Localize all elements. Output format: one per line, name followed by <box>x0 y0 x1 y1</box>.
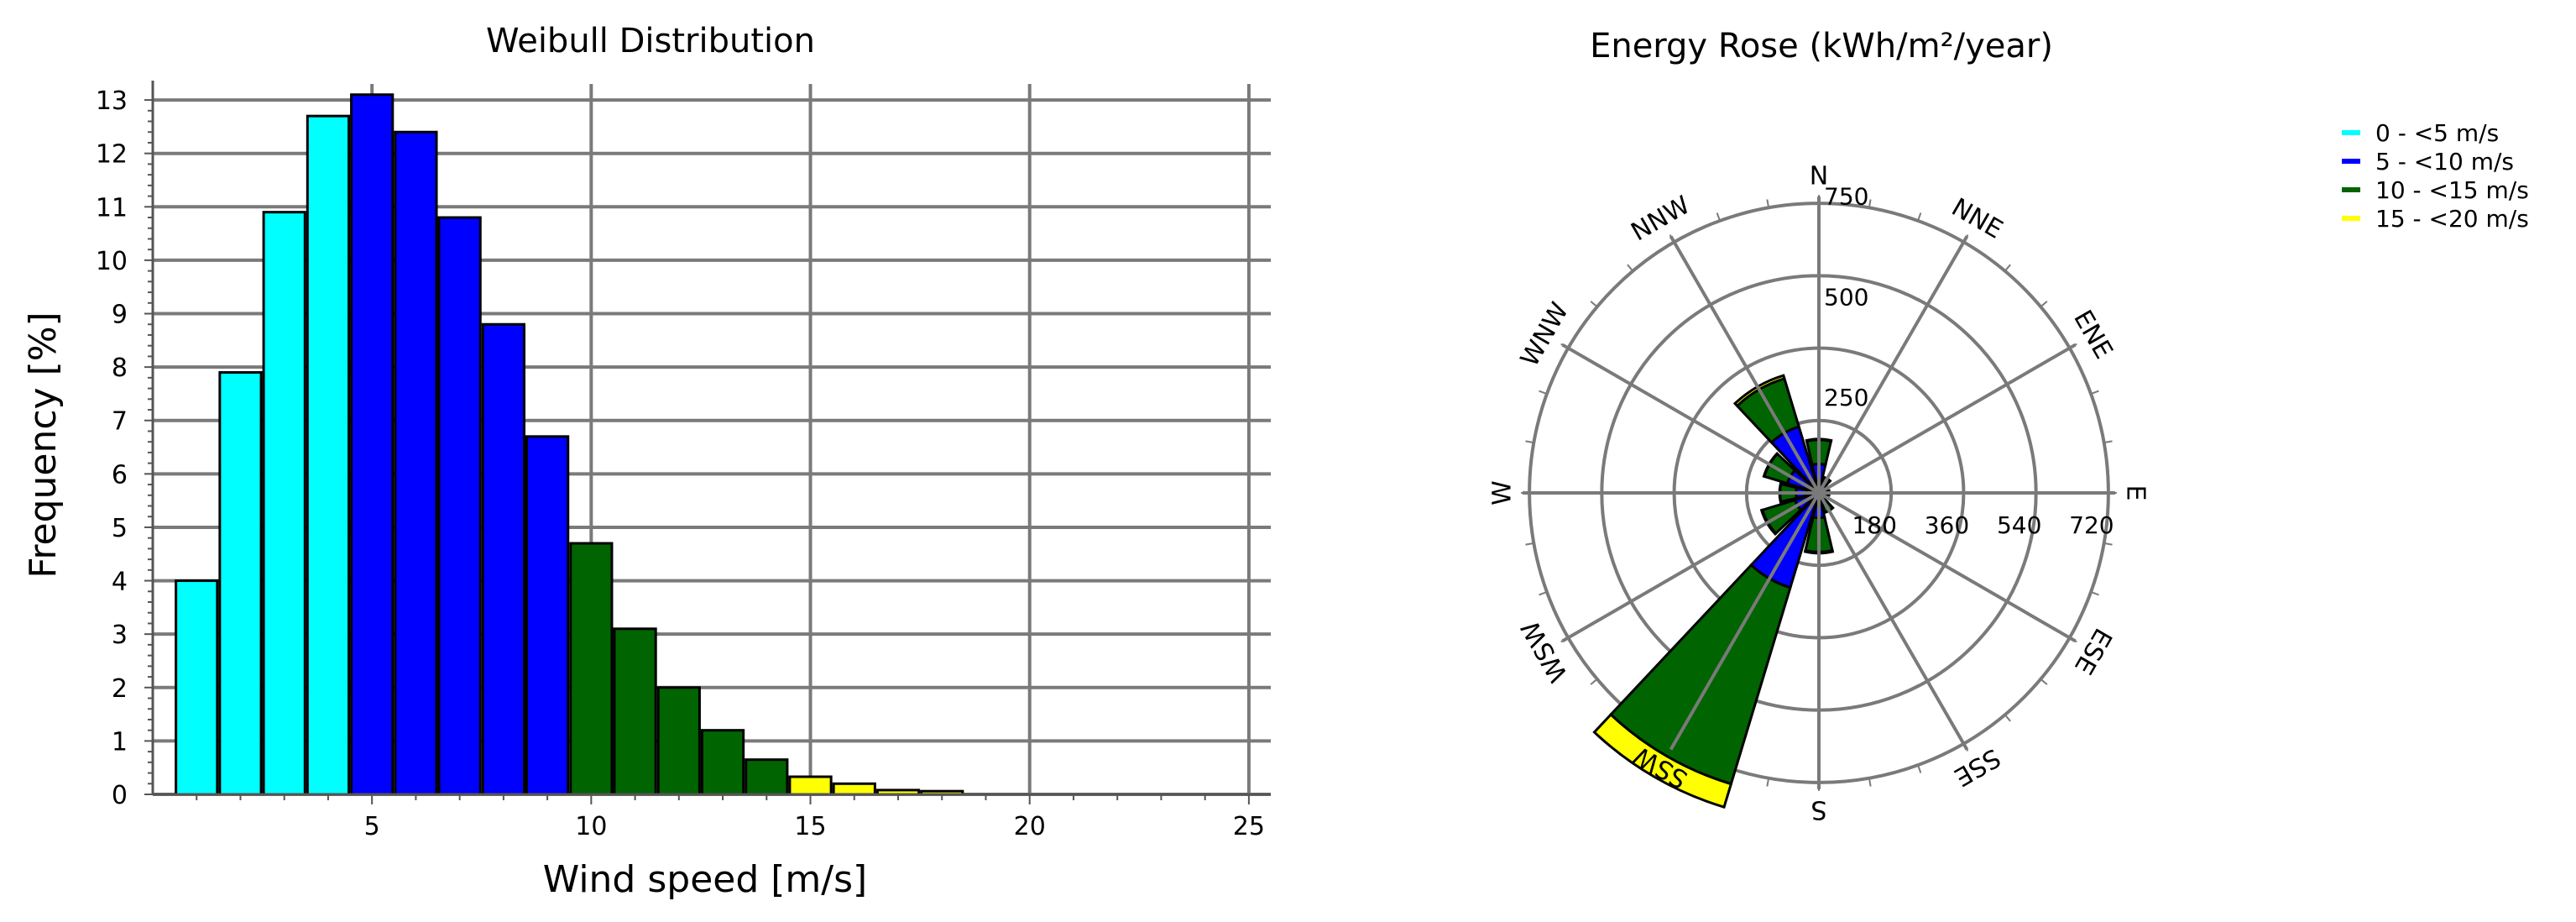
weibull-bar <box>658 688 699 794</box>
rose-ring-labels: 250 500 750 180 360 540 720 <box>1824 183 2114 539</box>
weibull-x-tick-label: 10 <box>575 812 607 841</box>
legend-label: 5 - <10 m/s <box>2375 148 2514 175</box>
weibull-bar <box>702 731 743 794</box>
legend-label: 0 - <5 m/s <box>2375 119 2499 147</box>
weibull-bar <box>264 212 305 794</box>
weibull-bar <box>220 372 261 794</box>
weibull-x-tick-label: 15 <box>794 812 826 841</box>
weibull-y-tick-label: 4 <box>112 568 128 597</box>
weibull-y-tick-label: 0 <box>112 781 128 810</box>
rose-spokes <box>1523 196 2115 789</box>
rose-direction-label: WNW <box>1515 297 1575 371</box>
rose-outer-tick <box>2040 301 2047 306</box>
weibull-bar <box>746 760 787 794</box>
weibull-bar <box>439 217 480 794</box>
weibull-bar <box>483 324 524 794</box>
rose-outer-tick <box>2005 715 2010 721</box>
rose-spoke <box>1671 236 1819 493</box>
rose-direction-label: SSE <box>1949 742 2005 792</box>
rose-horizontal-scale-label: 180 <box>1852 511 1896 539</box>
rose-vertical-scale-label: 500 <box>1824 283 1868 311</box>
rose-direction-label: WSW <box>1516 616 1574 687</box>
weibull-x-tick-label: 25 <box>1233 812 1265 841</box>
rose-horizontal-scale-label: 720 <box>2069 511 2114 539</box>
rose-direction-label: S <box>1811 794 1826 824</box>
weibull-x-axis-label: Wind speed [m/s] <box>543 858 867 901</box>
weibull-y-tick-label: 7 <box>112 407 128 437</box>
weibull-y-tick-label: 8 <box>112 354 128 383</box>
weibull-y-tick-label: 9 <box>112 301 128 330</box>
rose-outer-tick <box>2040 679 2047 684</box>
rose-horizontal-scale-label: 540 <box>1997 511 2041 539</box>
weibull-y-tick-label: 5 <box>112 514 128 543</box>
weibull-y-axis-label: Frequency [%] <box>22 312 65 578</box>
weibull-bar <box>790 777 831 794</box>
legend: 0 - <5 m/s5 - <10 m/s10 - <15 m/s15 - <2… <box>2342 119 2529 233</box>
rose-outer-tick <box>2005 265 2010 271</box>
weibull-y-tick-label: 11 <box>96 193 128 223</box>
rose-vertical-scale-label: 750 <box>1824 183 1868 211</box>
weibull-y-tick-label: 6 <box>112 460 128 490</box>
weibull-bar <box>352 95 393 794</box>
weibull-y-tick-label: 2 <box>112 674 128 704</box>
rose-direction-label: W <box>1488 480 1518 506</box>
weibull-bar <box>833 783 875 794</box>
weibull-x-tick-label: 20 <box>1014 812 1046 841</box>
rose-direction-label: ESE <box>2068 623 2118 679</box>
weibull-bar <box>307 116 348 794</box>
rose-outer-tick <box>1591 301 1597 306</box>
weibull-x-tick-label: 5 <box>364 812 380 841</box>
weibull-bar <box>571 543 612 794</box>
weibull-bar <box>527 437 568 794</box>
weibull-title: Weibull Distribution <box>486 22 815 60</box>
weibull-chart: Weibull Distribution 012345678910111213 … <box>22 22 1271 901</box>
weibull-y-tick-label: 3 <box>112 621 128 650</box>
rose-direction-label: NNW <box>1627 191 1696 248</box>
energy-rose-chart: Energy Rose (kWh/m²/year) NNNEENEEESESSE… <box>1488 27 2150 824</box>
rose-outer-tick <box>1628 265 1633 271</box>
weibull-y-tick-label: 10 <box>96 247 128 276</box>
rose-spoke <box>1819 236 1967 493</box>
legend-label: 10 - <15 m/s <box>2375 176 2529 204</box>
weibull-bar <box>176 581 217 794</box>
rose-direction-label: E <box>2120 485 2150 501</box>
rose-outer-tick <box>1591 679 1597 684</box>
weibull-y-tick-label: 13 <box>96 86 128 116</box>
weibull-bar <box>614 629 656 794</box>
weibull-y-tick-label: 12 <box>96 140 128 170</box>
energy-rose-title: Energy Rose (kWh/m²/year) <box>1590 27 2053 65</box>
weibull-y-tick-label: 1 <box>112 727 128 757</box>
weibull-bar <box>395 132 436 794</box>
legend-label: 15 - <20 m/s <box>2375 205 2529 233</box>
weibull-x-tick-labels: 5 10 15 20 25 <box>364 812 1265 841</box>
rose-horizontal-scale-label: 360 <box>1925 511 1969 539</box>
rose-vertical-scale-label: 250 <box>1824 384 1868 411</box>
weibull-bars <box>176 95 963 794</box>
rose-spoke <box>1819 345 2076 493</box>
